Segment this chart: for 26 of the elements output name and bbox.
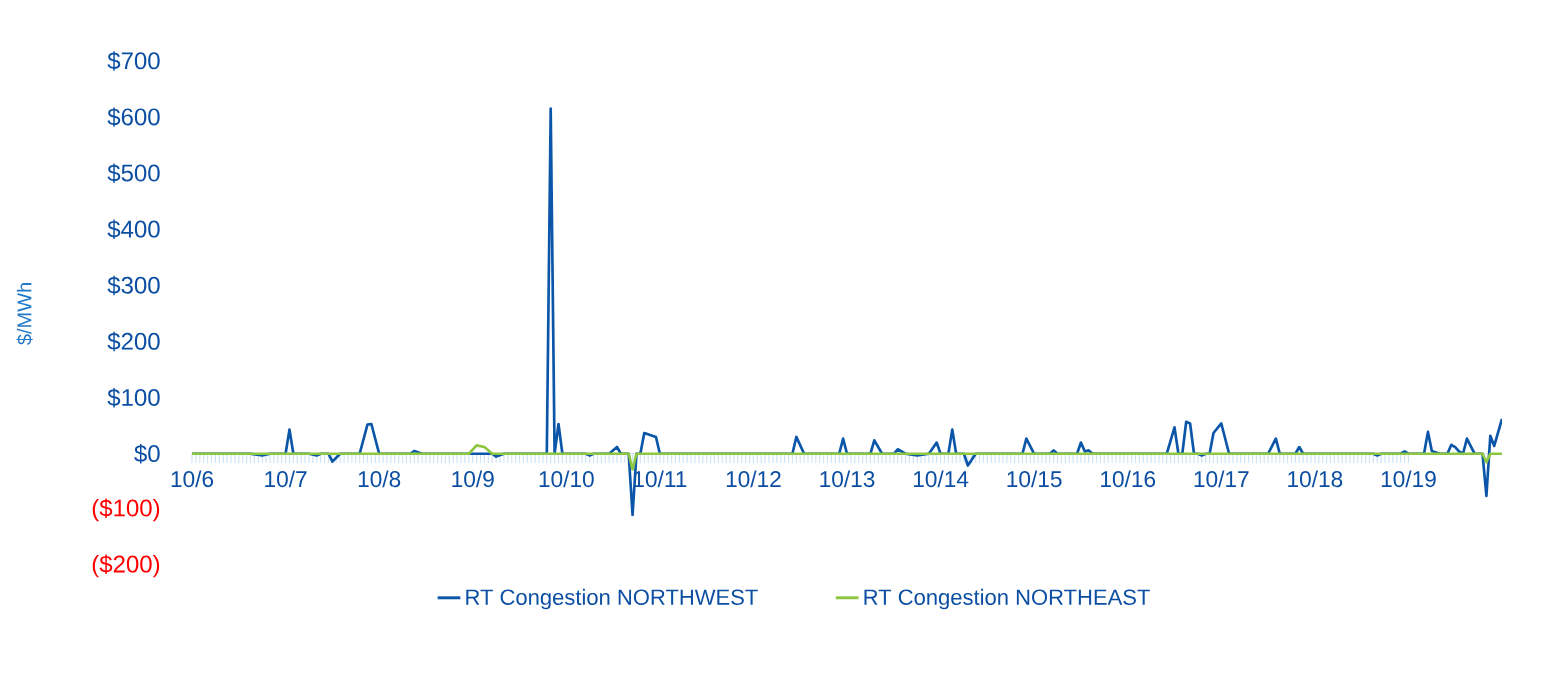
y-tick-label: $300 <box>107 275 160 296</box>
x-tick-label: 10/13 <box>820 470 875 488</box>
y-tick-label: $400 <box>107 219 160 240</box>
x-tick-label: 10/18 <box>1288 470 1343 488</box>
y-tick-label: $200 <box>107 331 160 352</box>
y-axis-title: $/MWh <box>16 283 33 345</box>
x-tick-label: 10/19 <box>1381 470 1436 488</box>
y-tick-label: $0 <box>134 444 160 464</box>
x-tick-label: 10/15 <box>1007 470 1062 488</box>
y-tick-label: ($100) <box>92 498 160 522</box>
legend-label: RT Congestion NORTHEAST <box>864 588 1150 610</box>
x-tick-label: 10/12 <box>726 470 781 488</box>
x-tick-label: 10/8 <box>358 470 401 488</box>
y-tick-label: $100 <box>107 387 160 408</box>
y-tick-label: ($200) <box>92 554 160 578</box>
y-tick-label: $700 <box>107 51 160 71</box>
y-tick-label: $600 <box>107 107 160 127</box>
x-tick-label: 10/10 <box>539 470 594 488</box>
x-tick-label: 10/9 <box>452 470 494 488</box>
legend-label: RT Congestion NORTHWEST <box>466 588 758 610</box>
x-tick-label: 10/7 <box>265 470 307 488</box>
x-tick-label: 10/6 <box>171 470 214 488</box>
y-tick-label: $500 <box>107 163 160 183</box>
x-tick-label: 10/16 <box>1101 470 1156 488</box>
x-tick-label: 10/17 <box>1194 470 1249 488</box>
x-tick-label: 10/14 <box>913 470 969 488</box>
